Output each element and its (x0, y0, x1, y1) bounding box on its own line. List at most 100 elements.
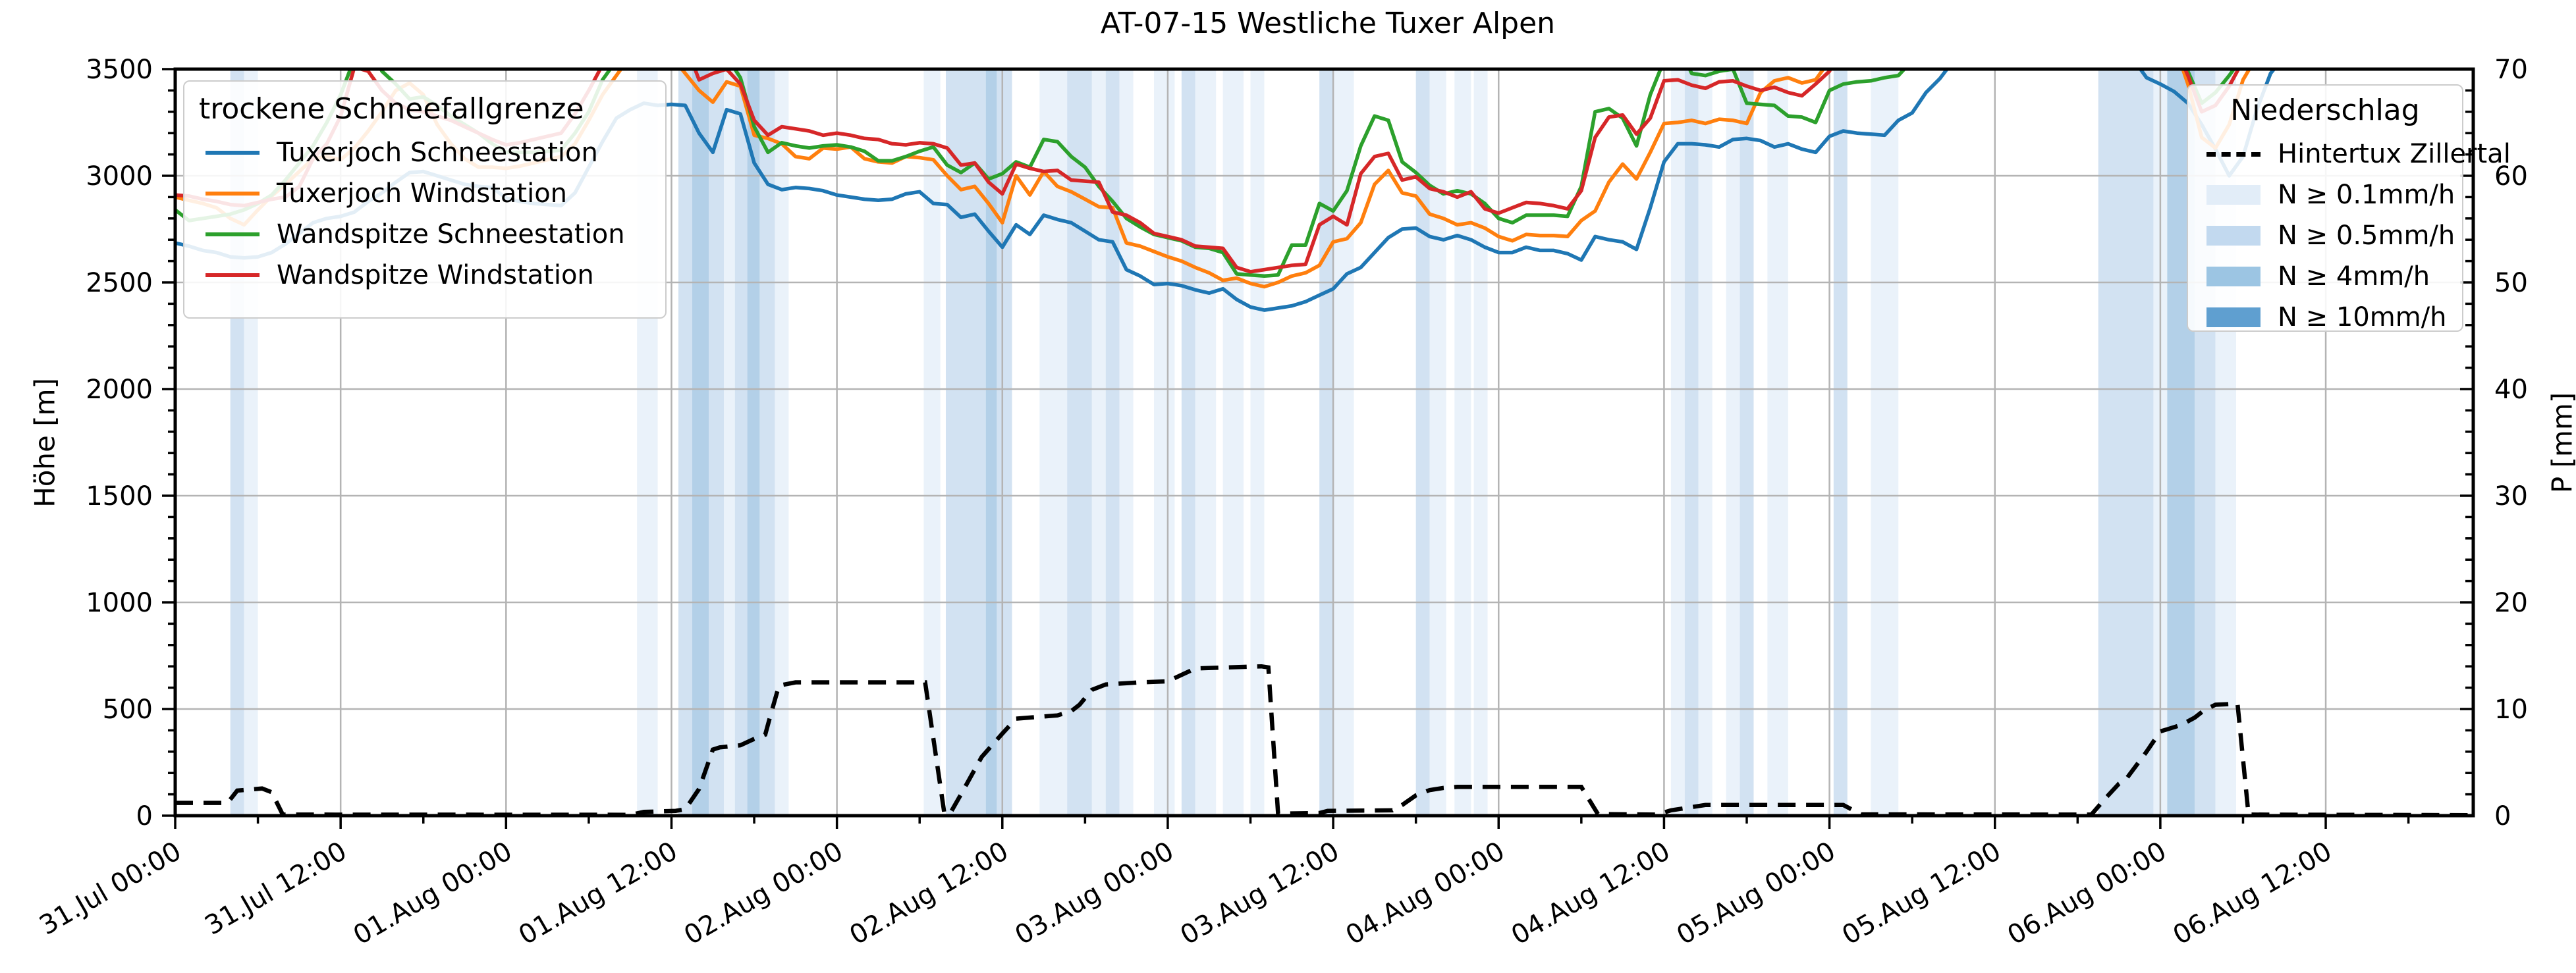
precip-band-0.1mmh (724, 69, 735, 816)
precip-band-0.5mmh (708, 69, 725, 816)
ytick-right: 50 (2494, 268, 2528, 298)
xtick-label: 01.Aug 00:00 (348, 836, 518, 951)
ytick-right: 10 (2494, 695, 2528, 725)
precip-band-0.1mmh (1195, 69, 1217, 816)
page-title: AT-07-15 Westliche Tuxer Alpen (1100, 7, 1556, 40)
legend-item-tuxerjoch-schneestation: Tuxerjoch Schneestation (199, 138, 649, 168)
ytick-left: 0 (136, 801, 153, 831)
precip-band-0.1mmh (1119, 69, 1134, 816)
xtick-label: 02.Aug 12:00 (844, 836, 1014, 951)
y-axis-label-left: Höhe [m] (28, 378, 61, 508)
precip-band-0.1mmh (1726, 69, 1740, 816)
precip-band-4mmh (692, 69, 709, 816)
legend-item-label: N ≥ 0.5mm/h (2278, 221, 2455, 251)
legend-item-label: Wandspitze Schneestation (277, 219, 625, 250)
legend-item-wandspitze-windstation: Wandspitze Windstation (199, 260, 649, 290)
legend-item-label: Tuxerjoch Schneestation (277, 138, 598, 168)
dashed-line-swatch (2206, 151, 2261, 157)
y-axis-label-right: P [mm] (2546, 392, 2576, 494)
legend-item-n05: N ≥ 0.5mm/h (2200, 221, 2455, 251)
precip-band-0.1mmh (1429, 69, 1446, 816)
line-swatch-red (206, 273, 260, 277)
band-swatch-10mm (2206, 307, 2261, 327)
precip-band-0.5mmh (759, 69, 775, 816)
legend-item-tuxerjoch-windstation: Tuxerjoch Windstation (199, 178, 649, 209)
legend-item-n4: N ≥ 4mm/h (2200, 261, 2450, 292)
xtick-label: 04.Aug 00:00 (1341, 836, 1510, 951)
precip-band-0.1mmh (1767, 69, 1788, 816)
precip-bands (230, 69, 2237, 816)
precip-band-0.5mmh (1181, 69, 1195, 816)
legend-item-label: N ≥ 4mm/h (2278, 261, 2430, 292)
xtick-label: 31.Jul 00:00 (34, 836, 186, 941)
legend-item-hintertux-zillertal: Hintertux Zillertal (2200, 139, 2511, 169)
precipitation-cumulative-line (175, 664, 2471, 816)
precip-band-0.1mmh (1091, 69, 1106, 816)
precip-band-0.1mmh (1250, 69, 1265, 816)
line-swatch-orange (206, 192, 260, 196)
legend-left-title: trockene Schneefallgrenze (199, 92, 584, 126)
ytick-right: 20 (2494, 588, 2528, 618)
band-swatch-4mm (2206, 267, 2261, 286)
precip-band-0.5mmh (1105, 69, 1120, 816)
xtick-label: 04.Aug 12:00 (1506, 836, 1676, 951)
band-swatch-0.5mm (2206, 226, 2261, 246)
precip-band-4mmh (747, 69, 760, 816)
xtick-label: 06.Aug 00:00 (2002, 836, 2172, 951)
xtick-label: 03.Aug 00:00 (1010, 836, 1179, 951)
legend-item-n01: N ≥ 0.1mm/h (2200, 180, 2455, 210)
xtick-label: 03.Aug 12:00 (1176, 836, 1345, 951)
precip-band-0.5mmh (997, 69, 1012, 816)
ytick-left: 2500 (86, 268, 153, 298)
legend-item-label: N ≥ 0.1mm/h (2278, 180, 2455, 210)
legend-precipitation: Niederschlag Hintertux Zillertal N ≥ 0.1… (2187, 84, 2511, 332)
legend-item-label: Hintertux Zillertal (2278, 139, 2511, 169)
ytick-left: 3500 (86, 55, 153, 85)
legend-right-title: Niederschlag (2230, 93, 2420, 127)
precip-band-4mmh (985, 69, 997, 816)
legend-item-label: Wandspitze Windstation (277, 260, 594, 290)
precip-band-0.1mmh (775, 69, 789, 816)
xtick-label: 01.Aug 12:00 (514, 836, 683, 951)
ytick-right: 70 (2494, 55, 2528, 85)
line-swatch-blue (206, 151, 260, 155)
xtick-label: 05.Aug 00:00 (1672, 836, 1841, 951)
legend-item-wandspitze-schneestation: Wandspitze Schneestation (199, 219, 649, 250)
xtick-label: 06.Aug 12:00 (2168, 836, 2337, 951)
ytick-right: 0 (2494, 801, 2511, 831)
ytick-left: 1000 (86, 588, 153, 618)
gridlines (174, 69, 2473, 816)
precip-band-0.5mmh (678, 69, 692, 816)
precip-band-0.1mmh (1473, 69, 1488, 816)
xtick-label: 05.Aug 12:00 (1837, 836, 2006, 951)
precip-band-0.5mmh (1740, 69, 1754, 816)
precip-band-0.1mmh (1154, 69, 1175, 816)
precip-band-0.5mmh (1684, 69, 1699, 816)
axis-ticks (162, 68, 2473, 829)
precip-band-0.1mmh (923, 69, 941, 816)
legend-item-label: Tuxerjoch Windstation (277, 178, 568, 209)
ytick-left: 3000 (86, 161, 153, 192)
precip-band-0.1mmh (1698, 69, 1713, 816)
ytick-right: 30 (2494, 481, 2528, 512)
precip-band-0.1mmh (1871, 69, 1899, 816)
precip-band-0.5mmh (734, 69, 748, 816)
ytick-left: 500 (103, 695, 153, 725)
line-swatch-green (206, 232, 260, 236)
legend-item-label: N ≥ 10mm/h (2278, 302, 2447, 332)
xtick-label: 02.Aug 00:00 (679, 836, 848, 951)
precip-band-0.5mmh (2098, 69, 2154, 816)
precip-band-0.1mmh (1454, 69, 1471, 816)
precip-band-0.5mmh (1415, 69, 1430, 816)
ytick-left: 2000 (86, 375, 153, 405)
legend-item-n10: N ≥ 10mm/h (2200, 302, 2450, 332)
precip-band-0.5mmh (1833, 69, 1848, 816)
plot-border (173, 67, 2475, 818)
ytick-right: 40 (2494, 375, 2528, 405)
xtick-label: 31.Jul 12:00 (200, 836, 352, 941)
ytick-right: 60 (2494, 161, 2528, 192)
precip-band-0.1mmh (1222, 69, 1244, 816)
ytick-left: 1500 (86, 481, 153, 512)
legend-snowfall-limit: trockene Schneefallgrenze Tuxerjoch Schn… (183, 80, 667, 319)
